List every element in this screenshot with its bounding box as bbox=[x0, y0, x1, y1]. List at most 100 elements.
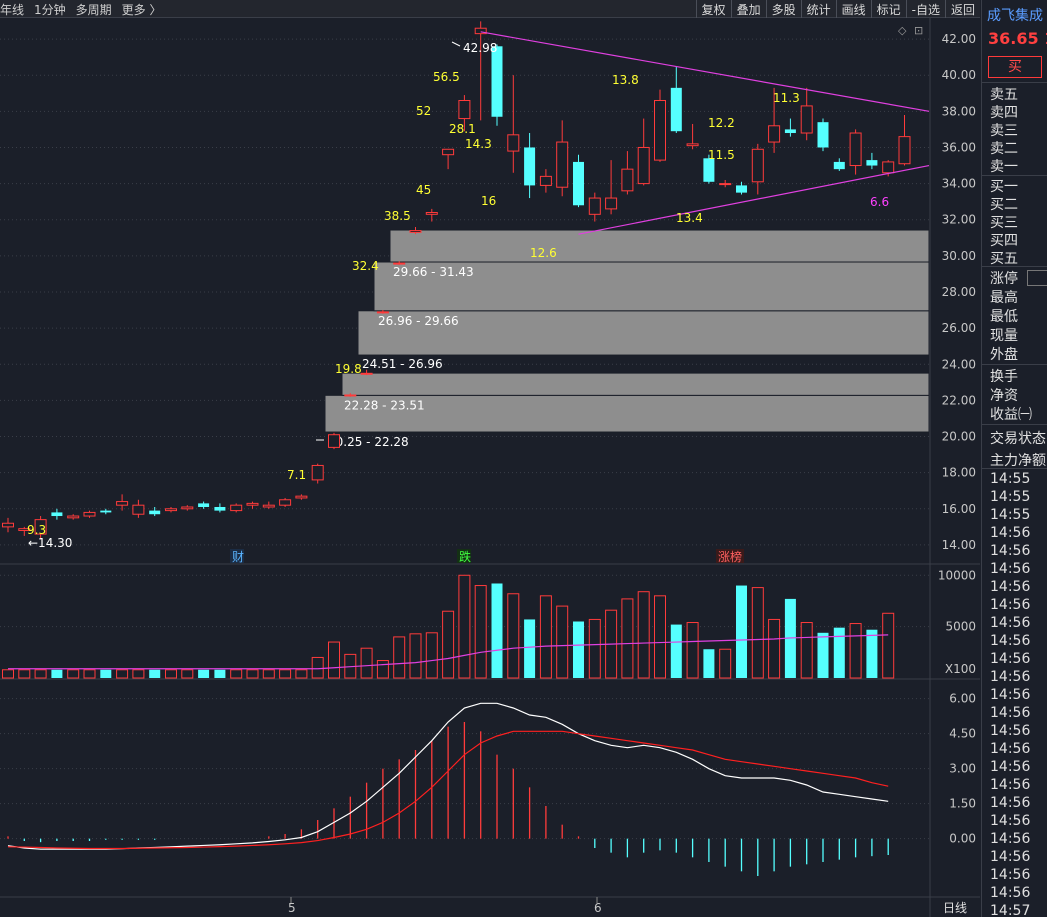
volume-bar bbox=[621, 598, 634, 679]
candle-body bbox=[311, 464, 324, 481]
quote-stat-label: 最低 bbox=[990, 309, 1018, 325]
tick-time: 14:56 bbox=[990, 741, 1031, 757]
tick-time: 14:56 bbox=[990, 777, 1031, 793]
macd-tick-label: 3.00 bbox=[949, 762, 976, 776]
tick-time: 14:56 bbox=[990, 633, 1031, 649]
volume-bar bbox=[882, 612, 895, 679]
period-item-2[interactable]: 多周期 bbox=[75, 3, 112, 17]
tick-time: 14:56 bbox=[990, 615, 1031, 631]
candle-body bbox=[784, 129, 796, 134]
candle-body bbox=[768, 125, 781, 143]
quote-stat-label: 现量 bbox=[990, 328, 1018, 344]
toolbar-button-1[interactable]: 叠加 bbox=[730, 0, 766, 18]
price-tick-label: 26.00 bbox=[942, 321, 976, 335]
toolbar-button-0[interactable]: 复权 bbox=[695, 0, 731, 18]
volume-bar bbox=[573, 621, 584, 678]
candle-body bbox=[458, 99, 471, 120]
stock-name[interactable]: 成飞集成 bbox=[987, 8, 1043, 24]
price-tick-label: 20.00 bbox=[942, 430, 976, 444]
candle-body bbox=[116, 501, 129, 506]
volume-profile-label: 20.25 - 22.28 bbox=[328, 435, 409, 449]
x-axis-label: 6 bbox=[594, 901, 602, 915]
kline-chart[interactable]: 42.00 40.00 38.00 36.00 34.00 32.00 30.00 28.00… bbox=[0, 18, 980, 917]
tick-time: 14:57 bbox=[990, 903, 1031, 917]
bid-level-label: 买五 bbox=[990, 251, 1018, 267]
ask-level-label: 卖二 bbox=[990, 141, 1018, 157]
volume-bar bbox=[866, 629, 878, 678]
volume-bar bbox=[311, 656, 324, 679]
candle-body bbox=[556, 141, 569, 188]
period-item-1[interactable]: 1分钟 bbox=[34, 3, 66, 17]
macd-tick-label: 0.00 bbox=[949, 832, 976, 846]
volume-profile-label: 26.96 - 29.66 bbox=[378, 314, 459, 328]
period-label: 日线 bbox=[943, 901, 967, 915]
price-tick-label: 40.00 bbox=[942, 68, 976, 82]
volume-bar bbox=[132, 669, 145, 679]
candle-label: 6.6 bbox=[870, 195, 889, 209]
candle-body bbox=[230, 504, 243, 512]
bid-level-label: 买四 bbox=[990, 233, 1018, 249]
price-tick-label: 16.00 bbox=[942, 502, 976, 516]
volume-profile-block bbox=[341, 372, 930, 396]
price-tick-label: 22.00 bbox=[942, 393, 976, 407]
candle-body bbox=[719, 183, 732, 186]
tick-time: 14:56 bbox=[990, 795, 1031, 811]
tick-time: 14:56 bbox=[990, 687, 1031, 703]
volume-bar bbox=[198, 669, 210, 678]
volume-profile-label: 29.66 - 31.43 bbox=[393, 265, 474, 279]
limit-up-field bbox=[1027, 270, 1047, 286]
price-tick-label: 38.00 bbox=[942, 104, 976, 118]
candle-body bbox=[51, 512, 63, 517]
tick-time: 14:56 bbox=[990, 561, 1031, 577]
candle-label: 32.4 bbox=[352, 259, 379, 273]
candle-body bbox=[181, 506, 194, 510]
volume-bar bbox=[34, 669, 47, 679]
tick-time: 14:56 bbox=[990, 669, 1031, 685]
price-tick-label: 32.00 bbox=[942, 213, 976, 227]
volume-bar bbox=[67, 669, 80, 679]
volume-bar bbox=[833, 627, 845, 678]
candle-body bbox=[539, 175, 552, 186]
toolbar-actions: 复权 叠加 多股 统计 画线 标记 -自选 返回 bbox=[695, 0, 980, 18]
candle-label: 13.8 bbox=[612, 73, 639, 87]
volume-bar bbox=[736, 585, 747, 678]
bid-level-label: 买一 bbox=[990, 179, 1018, 195]
high-price-annotation: 42.98 bbox=[463, 41, 497, 55]
price-tick-label: 18.00 bbox=[942, 466, 976, 480]
low-price-annotation: ←14.30 bbox=[28, 536, 72, 550]
candle-body bbox=[149, 510, 161, 515]
candle-body bbox=[621, 168, 634, 192]
buy-button[interactable]: 买 bbox=[988, 56, 1042, 78]
candle-label: 14.3 bbox=[465, 137, 492, 151]
chart-toolbar: 年线 1分钟 多周期 更多 〉 复权 叠加 多股 统计 画线 标记 -自选 返回 bbox=[0, 0, 980, 18]
tick-time: 14:55 bbox=[990, 489, 1031, 505]
toolbar-button-2[interactable]: 多股 bbox=[765, 0, 801, 18]
side-divider-ask bbox=[982, 175, 1047, 176]
period-item-3[interactable]: 更多 〉 bbox=[121, 3, 162, 17]
volume-bar bbox=[588, 618, 601, 679]
candle-body bbox=[214, 506, 226, 511]
toolbar-button-3[interactable]: 统计 bbox=[800, 0, 836, 18]
toolbar-button-7[interactable]: 返回 bbox=[944, 0, 980, 18]
volume-bar bbox=[751, 587, 764, 679]
candle-label: 7.1 bbox=[287, 468, 306, 482]
volume-bar bbox=[637, 591, 650, 679]
candle-body bbox=[132, 504, 145, 515]
period-selector: 年线 1分钟 多周期 更多 〉 bbox=[0, 1, 162, 18]
volume-bar bbox=[262, 669, 275, 679]
tick-time: 14:56 bbox=[990, 651, 1031, 667]
candle-label: 12.6 bbox=[530, 246, 557, 260]
volume-profile-block bbox=[357, 310, 930, 356]
toolbar-button-4[interactable]: 画线 bbox=[835, 0, 871, 18]
period-item-0[interactable]: 年线 bbox=[0, 3, 25, 17]
candle-body bbox=[849, 132, 862, 167]
toolbar-button-5[interactable]: 标记 bbox=[870, 0, 906, 18]
toolbar-button-6[interactable]: -自选 bbox=[905, 0, 945, 18]
candle-label: 45 bbox=[416, 183, 431, 197]
high-price-pointer bbox=[451, 41, 461, 47]
finance-stat-label: 收益㈠ bbox=[990, 407, 1032, 423]
last-price-value: 36.65 bbox=[988, 29, 1039, 48]
volume-bar bbox=[654, 595, 666, 679]
tick-time: 14:56 bbox=[990, 867, 1031, 883]
quote-stat-label: 最高 bbox=[990, 290, 1018, 306]
